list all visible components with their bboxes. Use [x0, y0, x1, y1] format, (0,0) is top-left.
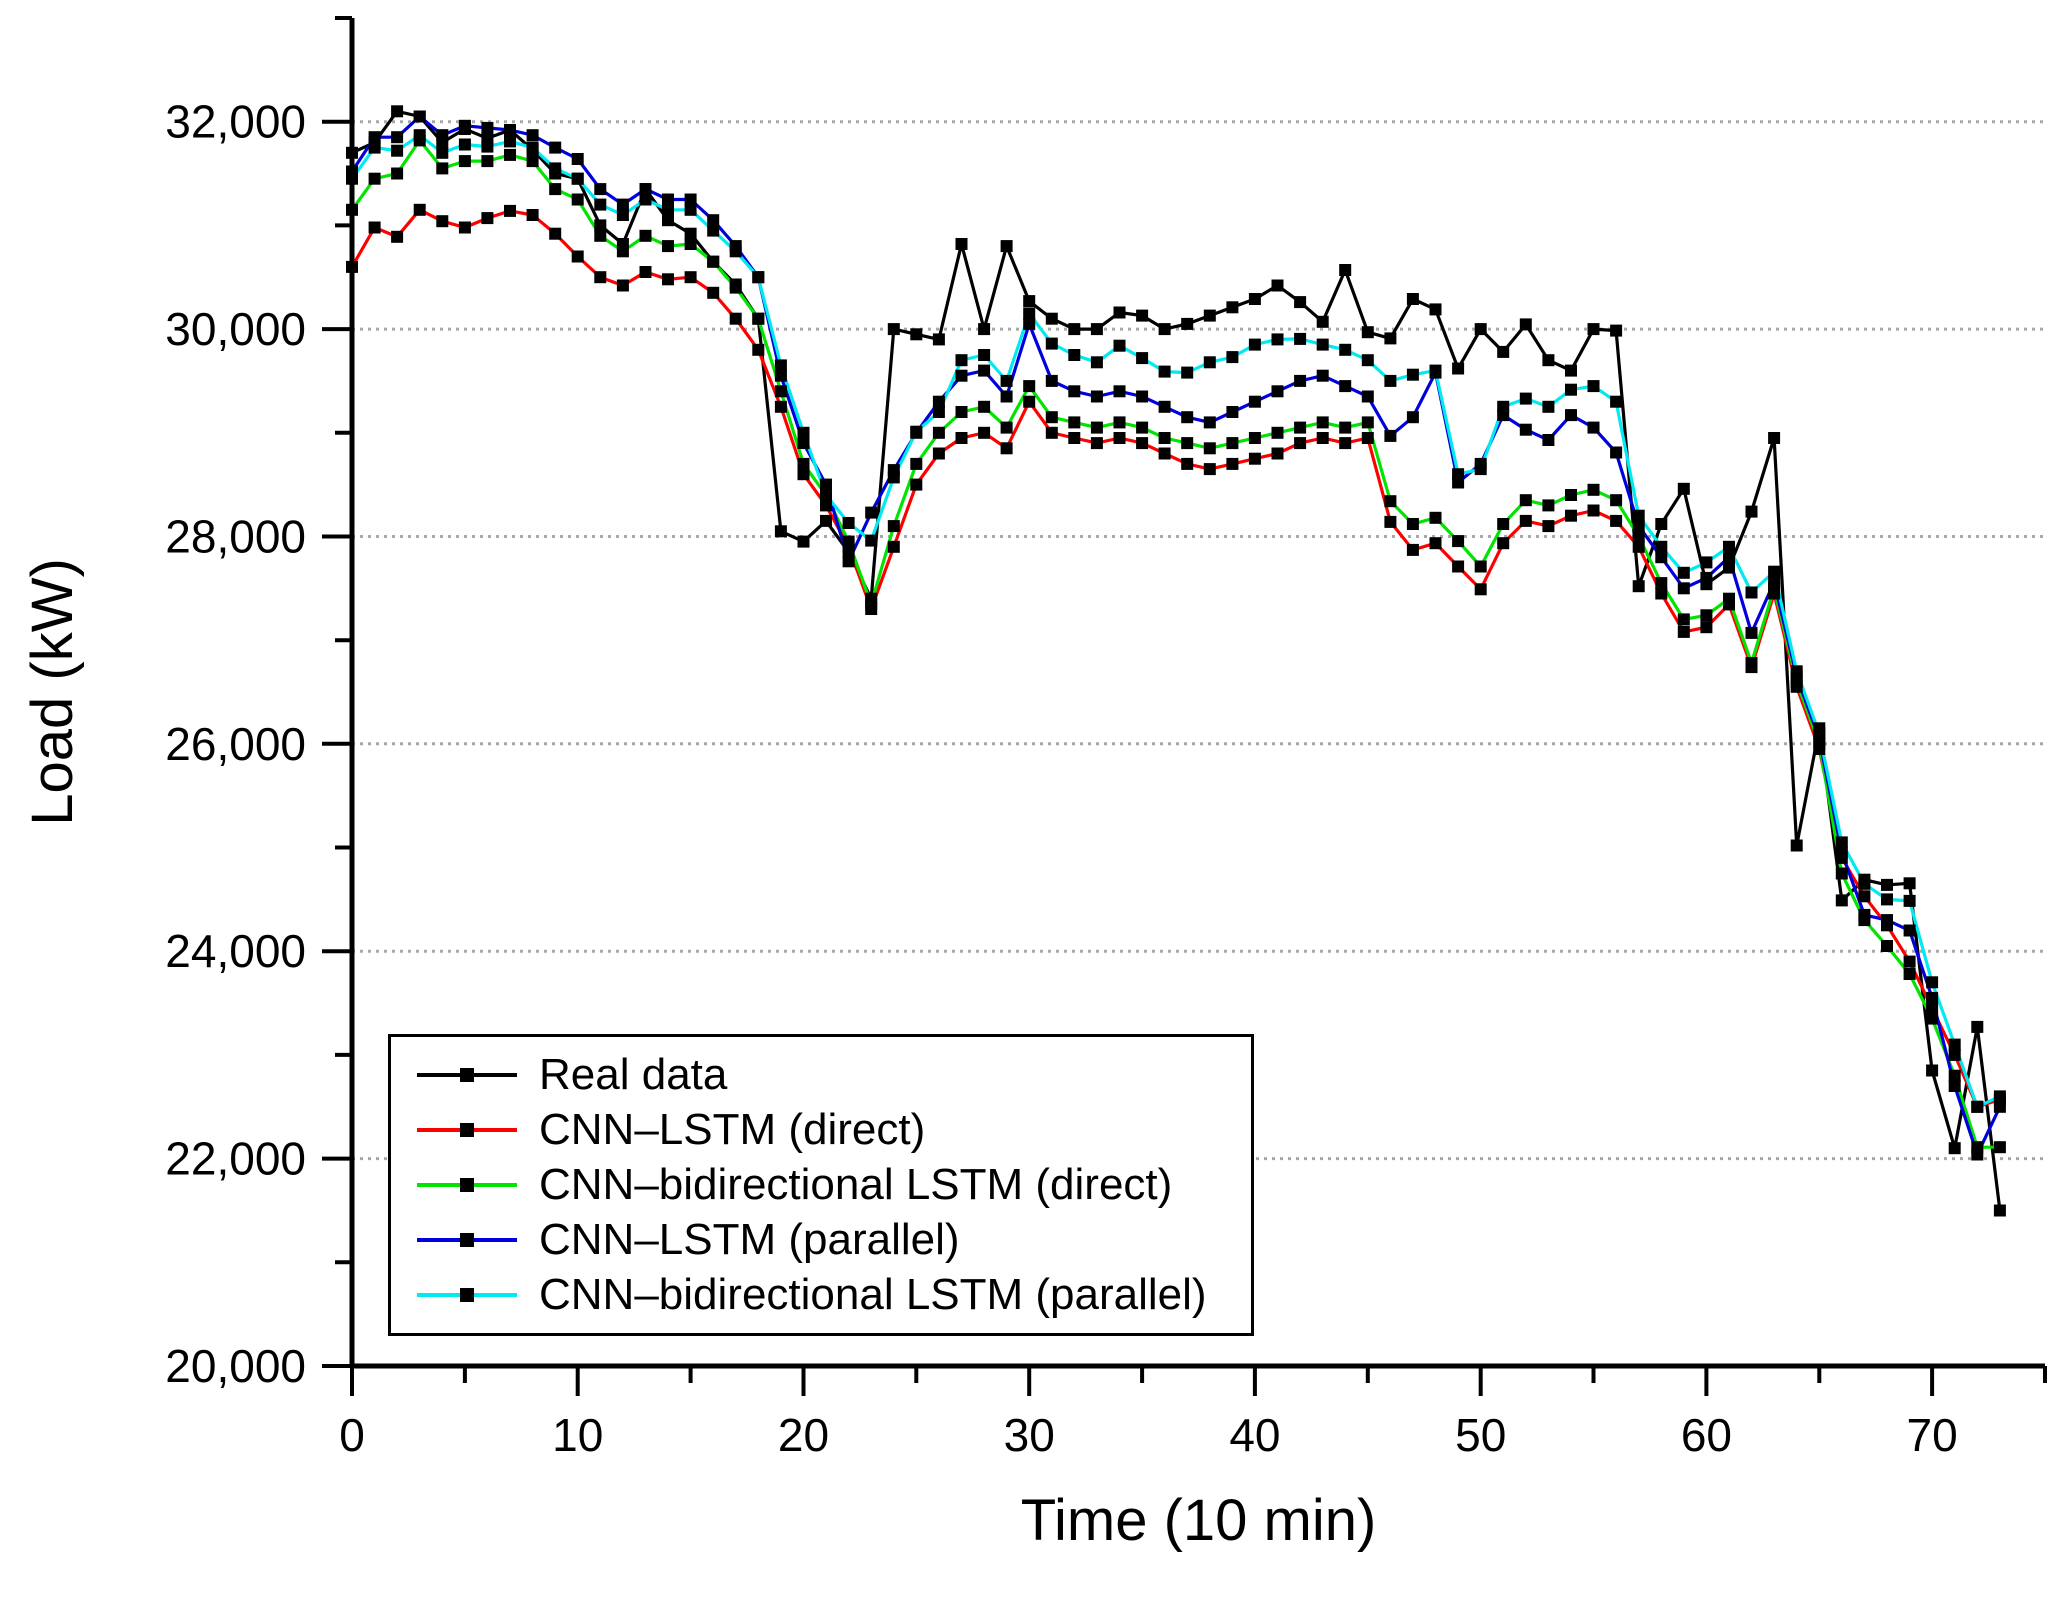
legend-label: CNN–bidirectional LSTM (direct) [539, 1160, 1173, 1209]
y-tick-label: 22,000 [165, 1133, 306, 1185]
chart-legend: Real data CNN–LSTM (direct) CNN–bidirect… [388, 1034, 1254, 1336]
x-tick-label: 0 [339, 1409, 365, 1461]
y-tick-label: 26,000 [165, 718, 306, 770]
legend-swatch-real-data [417, 1067, 517, 1082]
x-tick-label: 40 [1229, 1409, 1280, 1461]
legend-item-cnn-lstm-direct: CNN–LSTM (direct) [391, 1102, 1251, 1157]
legend-swatch-cnn-lstm-direct [417, 1122, 517, 1137]
square-marker-icon [460, 1178, 474, 1192]
legend-item-real-data: Real data [391, 1047, 1251, 1102]
square-marker-icon [460, 1288, 474, 1303]
legend-label: Real data [539, 1049, 728, 1099]
x-tick-label: 30 [1004, 1409, 1055, 1461]
series-markers-3 [346, 110, 2006, 1161]
square-marker-icon [460, 1233, 474, 1248]
legend-item-cnn-lstm-parallel: CNN–LSTM (parallel) [391, 1213, 1251, 1268]
legend-label: CNN–LSTM (direct) [539, 1104, 926, 1154]
x-tick-label: 10 [552, 1409, 603, 1461]
y-tick-label: 20,000 [165, 1340, 306, 1392]
y-axis-title: Load (kW) [20, 558, 85, 826]
legend-label: CNN–bidirectional LSTM (parallel) [539, 1270, 1207, 1320]
legend-swatch-cnn-bilstm-parallel [417, 1288, 517, 1303]
series-line-2 [350, 138, 2000, 1149]
square-marker-icon [460, 1122, 474, 1137]
legend-item-cnn-bilstm-direct: CNN–bidirectional LSTM (direct) [391, 1157, 1251, 1212]
y-tick-label: 24,000 [165, 925, 306, 977]
x-tick-label: 60 [1681, 1409, 1732, 1461]
y-tick-label: 30,000 [165, 303, 306, 355]
x-tick-label: 70 [1907, 1409, 1958, 1461]
square-marker-icon [460, 1067, 474, 1082]
legend-label: CNN–LSTM (parallel) [539, 1215, 960, 1265]
legend-swatch-cnn-bilstm-direct [417, 1178, 517, 1192]
y-tick-label: 28,000 [165, 510, 306, 562]
x-axis-title: Time (10 min) [1021, 1488, 1377, 1553]
legend-swatch-cnn-lstm-parallel [417, 1233, 517, 1248]
series-markers-4 [346, 129, 2006, 1113]
series-markers-0 [346, 105, 2006, 1217]
y-tick-label: 32,000 [165, 96, 306, 148]
x-tick-label: 20 [778, 1409, 829, 1461]
legend-item-cnn-bilstm-parallel: CNN–bidirectional LSTM (parallel) [391, 1268, 1251, 1323]
x-tick-label: 50 [1455, 1409, 1506, 1461]
